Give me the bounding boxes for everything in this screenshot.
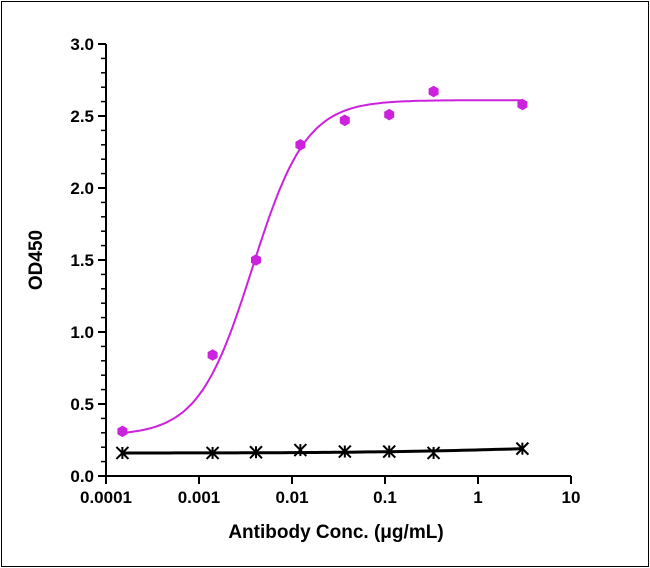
tick-labels: 0.0 0.5 1.0 1.5 2.0 2.5 3.0 0.0001 0.001 0.01 0.1 1… [70,35,580,507]
x-tick-label: 10 [562,488,581,507]
x-tick-label: 0.1 [373,488,397,507]
data-point-hexagon [517,98,528,111]
x-tick-label: 0.0001 [80,488,132,507]
data-point-hexagon [207,349,218,361]
y-tick-label: 2.5 [70,107,94,126]
axis-major-ticks [98,43,572,484]
fit-curve-1 [122,447,523,455]
data-point-asterisk [515,441,530,456]
x-tick-label: 0.01 [275,488,308,507]
data-points [115,85,530,460]
data-point-hexagon [428,85,439,98]
data-point-hexagon [295,139,306,151]
data-point-hexagon [117,425,128,438]
data-point-hexagon [339,114,350,127]
data-point-hexagon [251,254,261,266]
axes [105,44,571,477]
data-point-asterisk [426,446,441,460]
y-tick-label: 1.0 [70,323,94,342]
y-tick-label: 2.0 [70,179,94,198]
y-tick-label: 0.0 [70,467,94,486]
data-point-asterisk [249,445,263,459]
data-point-asterisk [338,444,352,459]
fit-curve-0 [122,99,523,434]
y-tick-label: 0.5 [70,395,94,414]
x-tick-label: 0.001 [178,488,221,507]
data-point-asterisk [115,446,130,460]
x-axis-title: Antibody Conc. (μg/mL) [228,522,443,543]
y-tick-label: 3.0 [70,35,94,54]
data-point-asterisk [205,446,220,460]
data-point-asterisk [382,444,396,459]
x-tick-label: 1 [473,488,482,507]
fit-curves [122,99,523,455]
y-axis-title: OD450 [26,230,47,290]
data-point-asterisk [293,443,308,457]
data-point-hexagon [384,108,395,121]
y-tick-label: 1.5 [70,251,94,270]
